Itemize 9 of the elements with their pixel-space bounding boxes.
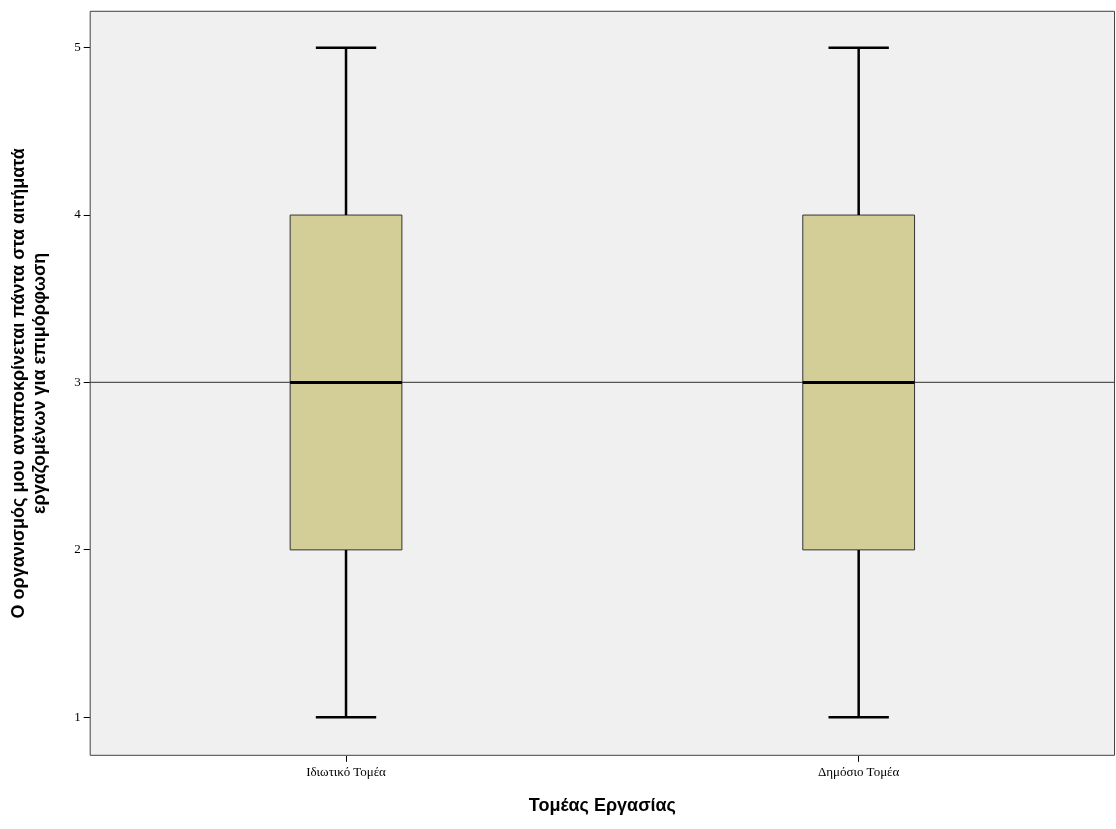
x-tick-label: Δημόσιο Τομέα: [817, 764, 900, 780]
x-tick-label: Ιδιωτικό Τομέα: [306, 764, 387, 780]
y-tick-label: 2: [74, 541, 81, 557]
y-tick-label: 3: [74, 373, 81, 389]
y-axis-title: Ο οργανισμός μου ανταποκρίνεται πάντα στα αιτήματά εργαζομένων για επιμόρφωση: [7, 148, 51, 619]
y-tick-label: 5: [74, 39, 81, 55]
y-tick-label: 1: [74, 708, 81, 724]
x-axis-title: Τομέας Εργασίας: [528, 795, 676, 816]
y-tick-label: 4: [74, 206, 82, 222]
